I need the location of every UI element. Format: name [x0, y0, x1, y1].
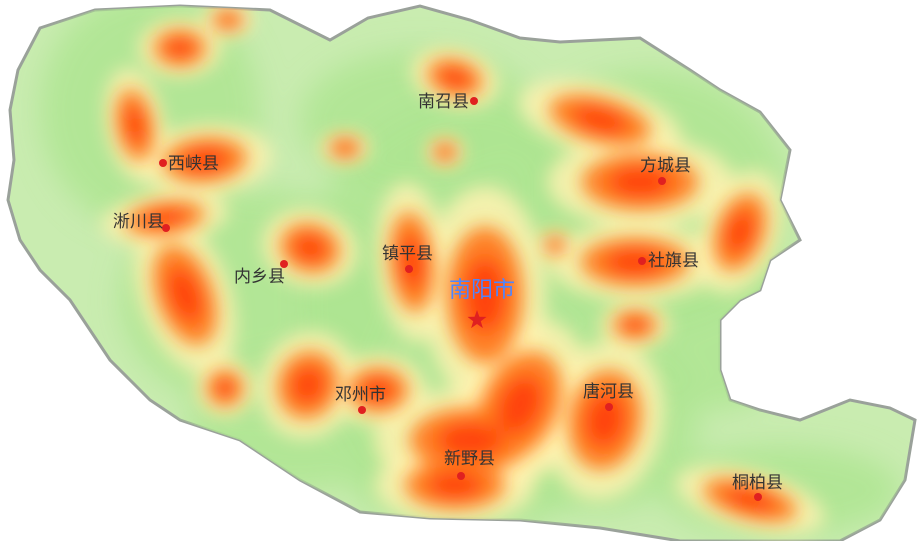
- label-xichuan: 淅川县: [113, 212, 164, 232]
- heat-layer: [40, 6, 900, 535]
- place-marker-5: [638, 257, 646, 265]
- place-marker-7: [358, 406, 366, 414]
- place-marker-6: [280, 260, 288, 268]
- label-nanzhao: 南召县: [418, 92, 469, 112]
- place-marker-3: [162, 224, 170, 232]
- label-zhenping: 镇平县: [382, 244, 433, 264]
- heat-high-layer: [116, 10, 797, 522]
- label-fangcheng: 方城县: [640, 156, 691, 176]
- label-xixia: 西峡县: [168, 154, 219, 174]
- place-marker-4: [405, 265, 413, 273]
- place-marker-0: [470, 97, 478, 105]
- star-icon: [467, 310, 487, 329]
- place-marker-8: [605, 403, 613, 411]
- label-tongbai: 桐柏县: [732, 473, 783, 493]
- label-tanghe: 唐河县: [583, 382, 634, 402]
- label-nanyang: 南阳市: [449, 278, 516, 303]
- place-marker-10: [754, 493, 762, 501]
- label-dengzhou: 邓州市: [335, 385, 386, 405]
- place-marker-9: [457, 472, 465, 480]
- place-markers: [159, 97, 762, 501]
- label-xinye: 新野县: [444, 449, 495, 469]
- label-neixiang: 内乡县: [234, 267, 285, 287]
- place-marker-2: [658, 177, 666, 185]
- place-marker-1: [159, 159, 167, 167]
- label-sheqi: 社旗县: [648, 251, 699, 271]
